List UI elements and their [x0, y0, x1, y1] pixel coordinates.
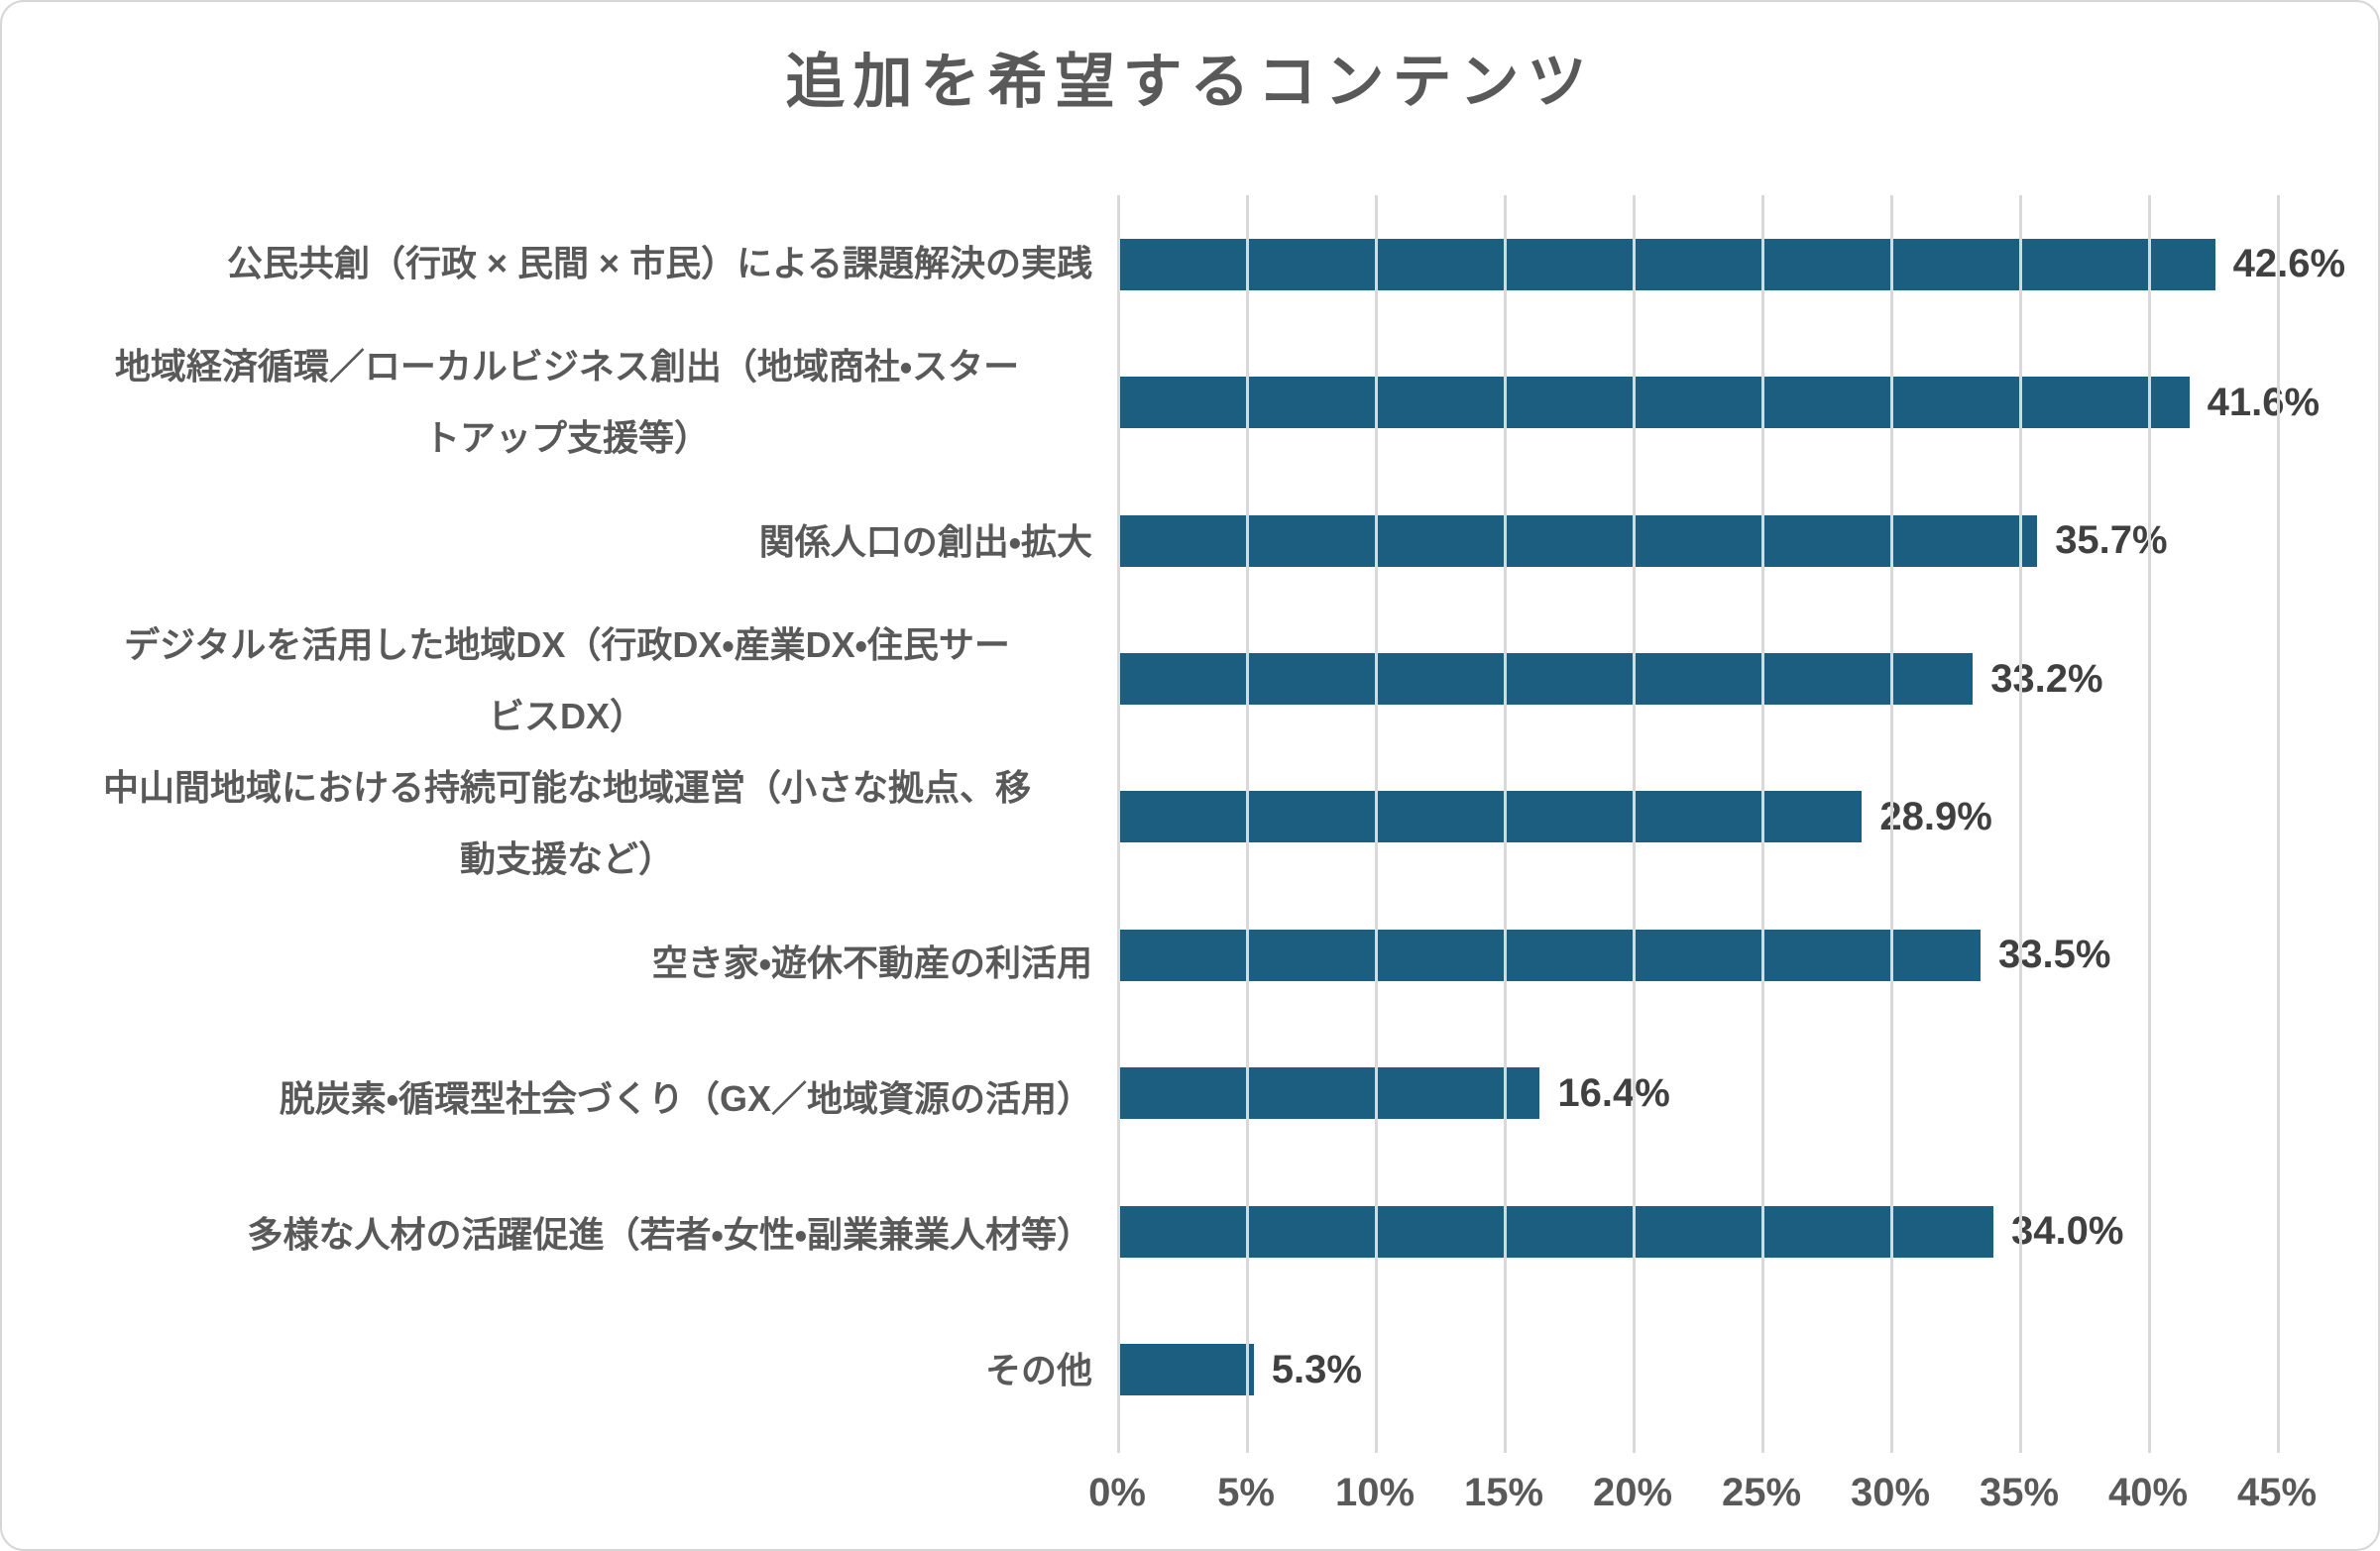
x-tick-label: 20%: [1592, 1471, 1673, 1514]
bar-value-label: 34.0%: [2011, 1209, 2124, 1254]
axis-tick: [1890, 1439, 1893, 1453]
category-label: 地域経済循環／ローカルビジネス創出（地域商社・スター トアップ支援等）: [42, 331, 1092, 474]
label-row: 脱炭素・循環型社会づくり（GX／地域資源の活用）: [42, 1032, 1092, 1167]
bar: [1117, 238, 2215, 290]
gridline: [1504, 195, 1507, 1439]
gridline: [1761, 195, 1764, 1439]
gridline: [1375, 195, 1378, 1439]
bar-value-label: 28.9%: [1879, 794, 1992, 838]
axis-tick: [2277, 1439, 2280, 1453]
x-tick-label: 30%: [1850, 1471, 1931, 1514]
category-label: 公民共創（行政 × 民間 × 市民）による課題解決の実践: [42, 228, 1092, 299]
bar: [1117, 653, 1974, 706]
bar: [1117, 1344, 1254, 1396]
bar-value-label: 33.2%: [1990, 656, 2103, 701]
axis-tick: [1117, 1439, 1120, 1453]
axis-tick: [1761, 1439, 1764, 1453]
gridline: [2148, 195, 2151, 1439]
bar: [1117, 1205, 1993, 1258]
bar-row: 28.9%: [1117, 748, 2376, 886]
x-axis: 0% 5% 10% 15% 20% 25% 30% 35% 40% 45%: [1088, 1471, 2376, 1530]
axis-tick: [1633, 1439, 1636, 1453]
category-label-line: デジタルを活用した地域DX（行政DX・産業DX・住民サー: [124, 624, 1010, 666]
bar-row: 35.7%: [1117, 472, 2376, 609]
x-tick-label: 45%: [2236, 1471, 2318, 1514]
bar-row: 42.6%: [1117, 195, 2376, 333]
gridline: [2019, 195, 2022, 1439]
category-label: 関係人口の創出・拡大: [42, 506, 1092, 578]
category-label-line: 動支援など）: [459, 838, 674, 880]
bar-value-label: 16.4%: [1557, 1070, 1670, 1115]
x-tick-label: 0%: [1088, 1471, 1146, 1514]
gridline: [2277, 195, 2280, 1439]
bar: [1117, 929, 1981, 981]
category-label-line: トアップ支援等）: [423, 417, 710, 459]
label-row: 中山間地域における持続可能な地域運営（小さな拠点、移 動支援など）: [42, 752, 1092, 895]
bar-row: 34.0%: [1117, 1163, 2376, 1300]
bar: [1117, 377, 2190, 429]
category-label: 脱炭素・循環型社会づくり（GX／地域資源の活用）: [42, 1063, 1092, 1135]
label-row: 関係人口の創出・拡大: [42, 474, 1092, 609]
category-axis: 公民共創（行政 × 民間 × 市民）による課題解決の実践地域経済循環／ローカルビ…: [42, 195, 1092, 1439]
bar-rows: 42.6% 41.6% 35.7% 33.2% 28.9% 33.5% 16.4% 34.0%…: [1117, 195, 2376, 1439]
x-tick-label: 15%: [1463, 1471, 1544, 1514]
axis-tick: [1375, 1439, 1378, 1453]
category-label-line: 関係人口の創出・拡大: [758, 520, 1092, 562]
axis-tick: [1246, 1439, 1249, 1453]
label-row: 多様な人材の活躍促進（若者・女性・副業兼業人材等）: [42, 1167, 1092, 1303]
axis-tick: [2148, 1439, 2151, 1453]
bar-value-label: 5.3%: [1271, 1347, 1362, 1391]
label-row: その他: [42, 1303, 1092, 1439]
category-label-line: 中山間地域における持続可能な地域運営（小さな拠点、移: [102, 767, 1031, 809]
bar: [1117, 791, 1863, 843]
bar-row: 5.3%: [1117, 1301, 2376, 1439]
x-tick-label: 10%: [1334, 1471, 1416, 1514]
bar-row: 41.6%: [1117, 333, 2376, 471]
bar: [1117, 1067, 1540, 1120]
bar: [1117, 514, 2038, 567]
label-row: デジタルを活用した地域DX（行政DX・産業DX・住民サー ビスDX）: [42, 609, 1092, 752]
bar-row: 16.4%: [1117, 1025, 2376, 1163]
gridline: [1117, 195, 1120, 1439]
label-row: 公民共創（行政 × 民間 × 市民）による課題解決の実践: [42, 195, 1092, 331]
x-tick-label: 35%: [1979, 1471, 2060, 1514]
axis-tick: [2019, 1439, 2022, 1453]
category-label-line: 多様な人材の活躍促進（若者・女性・副業兼業人材等）: [247, 1214, 1092, 1256]
label-row: 地域経済循環／ローカルビジネス創出（地域商社・スター トアップ支援等）: [42, 331, 1092, 474]
axis-tick: [1504, 1439, 1507, 1453]
label-row: 空き家・遊休不動産の利活用: [42, 895, 1092, 1031]
category-label: 中山間地域における持続可能な地域運営（小さな拠点、移 動支援など）: [42, 752, 1092, 895]
category-label-line: ビスDX）: [488, 696, 645, 737]
category-label: 多様な人材の活躍促進（若者・女性・副業兼業人材等）: [42, 1199, 1092, 1271]
gridline: [1890, 195, 1893, 1439]
bar-value-label: 41.6%: [2207, 380, 2321, 424]
category-label-line: その他: [984, 1350, 1092, 1391]
chart-title: 追加を希望するコンテンツ: [785, 49, 1595, 115]
category-label-line: 脱炭素・循環型社会づくり（GX／地域資源の活用）: [279, 1078, 1092, 1120]
category-label: 空き家・遊休不動産の利活用: [42, 928, 1092, 999]
gridline: [1246, 195, 1249, 1439]
x-tick-label: 5%: [1217, 1471, 1275, 1514]
x-tick-label: 40%: [2107, 1471, 2189, 1514]
bar-value-label: 33.5%: [1998, 933, 2111, 977]
x-tick-label: 25%: [1721, 1471, 1802, 1514]
bar-row: 33.5%: [1117, 886, 2376, 1024]
category-label: デジタルを活用した地域DX（行政DX・産業DX・住民サー ビスDX）: [42, 609, 1092, 752]
gridline: [1633, 195, 1636, 1439]
bar-value-label: 42.6%: [2232, 242, 2346, 286]
plot-area: 42.6% 41.6% 35.7% 33.2% 28.9% 33.5% 16.4% 34.0%…: [1117, 195, 2376, 1453]
category-label: その他: [42, 1335, 1092, 1406]
category-label-line: 地域経済循環／ローカルビジネス創出（地域商社・スター: [114, 346, 1020, 388]
bar-row: 33.2%: [1117, 609, 2376, 747]
category-label-line: 公民共創（行政 × 民間 × 市民）による課題解決の実践: [227, 242, 1092, 283]
category-label-line: 空き家・遊休不動産の利活用: [651, 942, 1092, 983]
